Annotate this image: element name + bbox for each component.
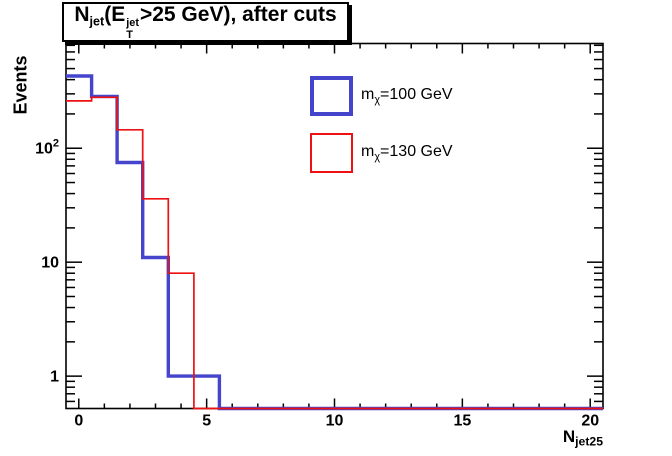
series-line-1 (66, 96, 603, 410)
series-line-0 (66, 74, 603, 411)
x-tick-label: 15 (453, 413, 471, 430)
y-axis-title: Events (10, 55, 31, 115)
x-tick-label: 0 (74, 413, 83, 430)
legend-swatch-mchi-130 (310, 133, 353, 173)
x-tick-label: 5 (202, 413, 211, 430)
plot-title-box: Njet(E jet T >25 GeV), after cuts (62, 2, 349, 42)
legend-swatch-mchi-100 (310, 76, 353, 116)
x-axis-title: Njet25 (562, 427, 603, 449)
legend-label-mchi-100: mχ=100 GeV (361, 86, 453, 106)
x-tick-label: 20 (581, 413, 599, 430)
y-tick-label: 102 (35, 138, 59, 158)
x-tick-label: 10 (326, 413, 344, 430)
y-tick-label: 10 (41, 255, 59, 272)
plot-title: Njet(E jet T >25 GeV), after cuts (74, 2, 337, 41)
y-tick-label: 1 (50, 369, 59, 386)
legend-label-mchi-130: mχ=130 GeV (361, 143, 453, 163)
